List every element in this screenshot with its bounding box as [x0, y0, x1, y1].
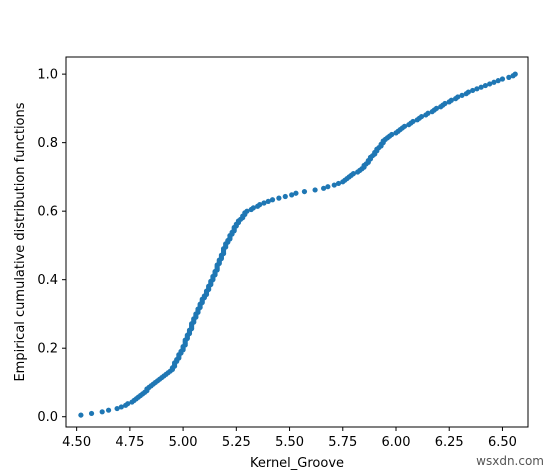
x-tick-label: 6.50: [488, 435, 517, 450]
data-point: [455, 94, 461, 100]
data-point: [433, 105, 440, 111]
data-points: [78, 71, 518, 418]
x-tick-label: 5.75: [328, 435, 357, 450]
data-point: [125, 401, 131, 407]
data-point: [487, 81, 493, 87]
y-tick-label: 0.4: [37, 273, 58, 288]
data-point: [282, 193, 288, 200]
data-point: [293, 190, 299, 196]
data-point: [289, 192, 295, 198]
data-point: [448, 97, 454, 103]
x-tick-label: 5.50: [275, 435, 304, 450]
data-point: [418, 113, 425, 120]
x-tick-label: 5.00: [169, 435, 198, 450]
data-point: [495, 78, 501, 84]
data-point: [470, 87, 476, 94]
x-tick-label: 4.75: [115, 435, 144, 450]
data-point: [99, 409, 105, 415]
data-point: [105, 407, 112, 413]
data-point: [88, 410, 95, 417]
data-point: [250, 205, 256, 211]
data-point: [321, 185, 327, 191]
data-point: [465, 89, 471, 95]
data-point: [401, 123, 408, 129]
data-point: [335, 180, 342, 187]
data-point: [257, 202, 263, 208]
y-axis-ticks: 0.0 0.2 0.4 0.6 0.8 1.0: [37, 68, 66, 425]
data-point: [265, 198, 271, 204]
data-point: [410, 118, 416, 125]
y-axis-label: Empirical cumulative distribution functi…: [13, 102, 28, 381]
data-point: [244, 208, 250, 214]
y-tick-label: 0.2: [37, 342, 58, 357]
data-point: [350, 171, 357, 177]
data-point: [459, 92, 465, 98]
data-point: [482, 82, 489, 89]
data-point: [325, 184, 331, 190]
data-point: [276, 195, 282, 201]
data-point: [442, 100, 448, 107]
data-point: [425, 110, 431, 116]
data-point: [478, 84, 484, 90]
data-point: [261, 200, 267, 206]
data-point: [491, 79, 497, 85]
data-point: [78, 412, 84, 418]
y-tick-label: 0.0: [37, 410, 58, 425]
y-tick-label: 0.6: [37, 205, 58, 220]
x-axis-label: Kernel_Groove: [250, 456, 344, 471]
y-tick-label: 1.0: [37, 68, 58, 83]
data-point: [269, 197, 276, 203]
data-point: [512, 71, 518, 77]
plot-area: [65, 56, 529, 428]
data-point: [301, 188, 308, 195]
data-point: [118, 404, 124, 410]
x-tick-label: 6.00: [382, 435, 411, 450]
data-point: [506, 74, 512, 80]
x-axis-ticks: 4.50 4.75 5.00 5.25 5.50 5.75 6.00 6.25 6.50: [62, 427, 517, 450]
data-point: [331, 182, 337, 188]
data-point: [312, 187, 318, 193]
x-tick-label: 6.25: [435, 435, 464, 450]
watermark: wsxdn.com: [476, 454, 544, 468]
y-tick-label: 0.8: [37, 136, 58, 151]
x-tick-label: 5.25: [222, 435, 251, 450]
data-point: [499, 76, 506, 82]
data-point: [389, 131, 395, 138]
x-tick-label: 4.50: [62, 435, 91, 450]
data-point: [474, 86, 480, 92]
data-point: [114, 405, 120, 412]
